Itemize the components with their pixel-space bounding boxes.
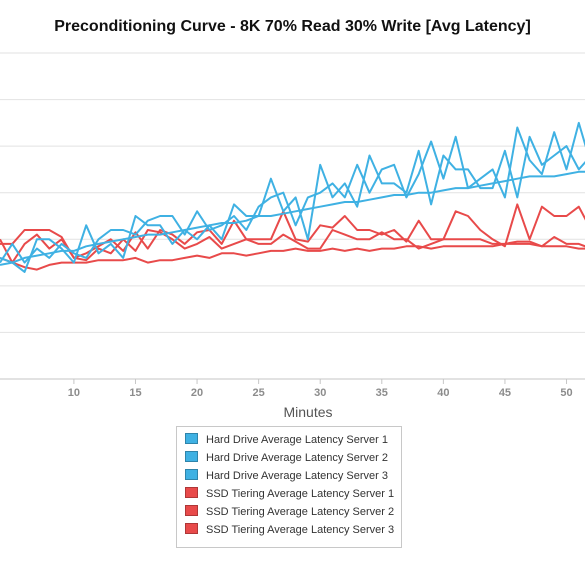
legend-item[interactable]: Hard Drive Average Latency Server 1	[185, 431, 388, 449]
series-line-5	[0, 229, 585, 264]
legend-label: SSD Tiering Average Latency Server 2	[206, 506, 395, 518]
x-tick-label: 20	[191, 387, 203, 399]
x-tick-label: 35	[376, 387, 388, 399]
x-tick-label: 40	[437, 387, 449, 399]
x-tick-label: 25	[253, 387, 265, 399]
series-line-3	[0, 121, 585, 264]
legend-label: Hard Drive Average Latency Server 1	[206, 434, 388, 446]
legend-item[interactable]: SSD Tiering Average Latency Server 2	[185, 503, 394, 521]
legend-swatch	[185, 487, 198, 498]
legend: Hard Drive Average Latency Server 1 Hard …	[176, 426, 402, 548]
series-line-1	[0, 170, 585, 266]
series-line-4	[0, 242, 585, 271]
legend-item[interactable]: SSD Tiering Average Latency Server 3	[185, 521, 394, 539]
legend-label: SSD Tiering Average Latency Server 3	[206, 524, 395, 536]
x-axis-ticks: 10 15 20 25 30 35 40 45 50	[68, 379, 573, 399]
x-tick-label: 10	[68, 387, 80, 399]
x-tick-label: 45	[499, 387, 511, 399]
series-line-2	[0, 135, 585, 273]
legend-item[interactable]: Hard Drive Average Latency Server 2	[185, 449, 388, 467]
legend-label: Hard Drive Average Latency Server 2	[206, 452, 388, 464]
x-tick-label: 50	[560, 387, 572, 399]
x-tick-label: 30	[314, 387, 326, 399]
legend-swatch	[185, 433, 198, 444]
series-lines	[0, 121, 585, 273]
legend-swatch	[185, 523, 198, 534]
legend-item[interactable]: SSD Tiering Average Latency Server 1	[185, 485, 394, 503]
legend-label: SSD Tiering Average Latency Server 1	[206, 488, 395, 500]
legend-swatch	[185, 469, 198, 480]
chart-title: Preconditioning Curve - 8K 70% Read 30% …	[54, 18, 531, 35]
legend-swatch	[185, 505, 198, 516]
x-axis-title: Minutes	[283, 404, 332, 420]
series-line-6	[0, 203, 585, 259]
legend-swatch	[185, 451, 198, 462]
x-tick-label: 15	[129, 387, 141, 399]
legend-label: Hard Drive Average Latency Server 3	[206, 470, 388, 482]
legend-item[interactable]: Hard Drive Average Latency Server 3	[185, 467, 388, 485]
